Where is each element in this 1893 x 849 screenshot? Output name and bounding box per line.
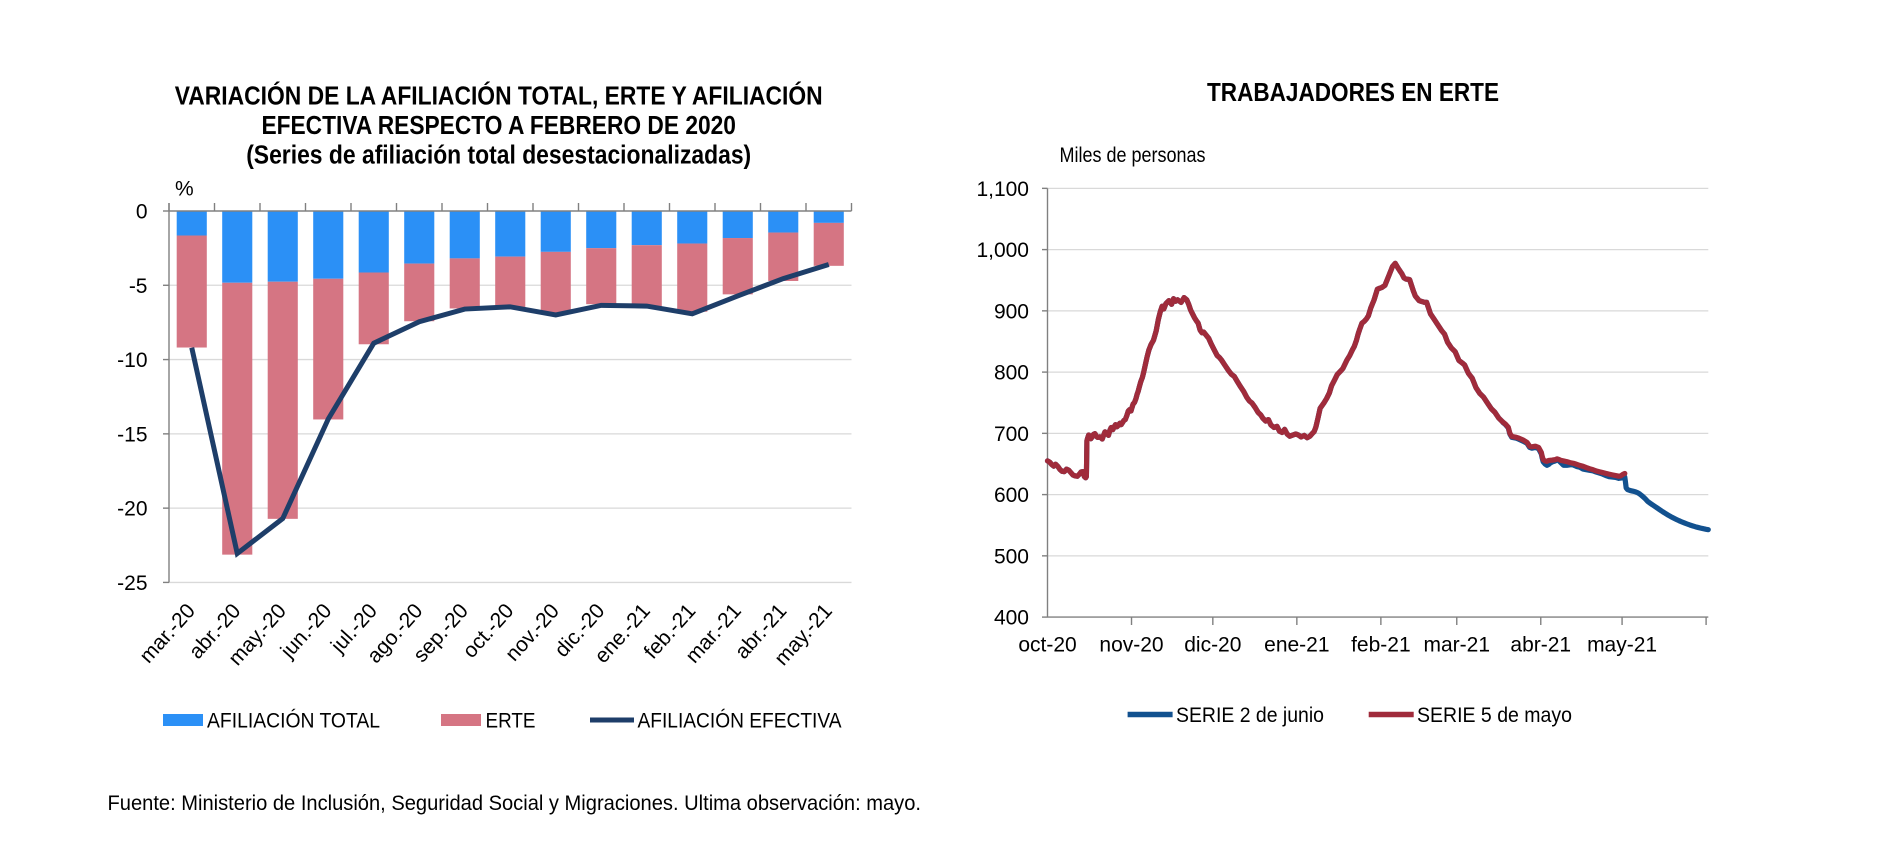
- svg-text:400: 400: [994, 607, 1029, 630]
- svg-text:0: 0: [136, 201, 148, 224]
- svg-text:EFECTIVA RESPECTO A FEBRERO DE: EFECTIVA RESPECTO A FEBRERO DE 2020: [261, 112, 736, 140]
- svg-text:500: 500: [994, 545, 1029, 568]
- svg-text:mar-21: mar-21: [1423, 634, 1490, 657]
- svg-text:ene-21: ene-21: [1264, 634, 1329, 657]
- svg-text:600: 600: [994, 484, 1029, 507]
- svg-text:AFILIACIÓN EFECTIVA: AFILIACIÓN EFECTIVA: [638, 710, 842, 733]
- svg-text:abr-21: abr-21: [1510, 634, 1571, 657]
- svg-text:nov-20: nov-20: [1099, 634, 1163, 657]
- svg-text:700: 700: [994, 423, 1029, 446]
- svg-text:800: 800: [994, 362, 1029, 385]
- svg-text:ERTE: ERTE: [486, 710, 536, 733]
- svg-text:SERIE 5 de mayo: SERIE 5 de mayo: [1417, 704, 1572, 727]
- svg-text:1,000: 1,000: [976, 239, 1029, 262]
- svg-text:-25: -25: [117, 572, 147, 595]
- svg-text:VARIACIÓN DE LA AFILIACIÓN TOT: VARIACIÓN DE LA AFILIACIÓN TOTAL, ERTE Y…: [175, 80, 823, 110]
- svg-text:AFILIACIÓN TOTAL: AFILIACIÓN TOTAL: [207, 710, 380, 733]
- svg-text:Miles de personas: Miles de personas: [1060, 144, 1206, 167]
- svg-text:-5: -5: [129, 275, 148, 298]
- svg-text:TRABAJADORES EN ERTE: TRABAJADORES EN ERTE: [1207, 79, 1499, 107]
- svg-text:dic-20: dic-20: [1184, 634, 1241, 657]
- svg-text:-10: -10: [117, 349, 147, 372]
- svg-text:Fuente: Ministerio de Inclusió: Fuente: Ministerio de Inclusión, Segurid…: [108, 791, 922, 815]
- svg-text:-15: -15: [117, 423, 147, 446]
- svg-text:feb-21: feb-21: [1351, 634, 1411, 657]
- svg-text:-20: -20: [117, 498, 147, 521]
- svg-text:1,100: 1,100: [976, 178, 1029, 201]
- svg-text:(Series de afiliación total de: (Series de afiliación total desestaciona…: [246, 142, 751, 170]
- svg-text:%: %: [175, 178, 194, 201]
- svg-text:oct-20: oct-20: [1018, 634, 1076, 657]
- svg-text:900: 900: [994, 300, 1029, 323]
- svg-text:may-21: may-21: [1587, 634, 1657, 657]
- svg-text:SERIE 2 de junio: SERIE 2 de junio: [1176, 704, 1324, 727]
